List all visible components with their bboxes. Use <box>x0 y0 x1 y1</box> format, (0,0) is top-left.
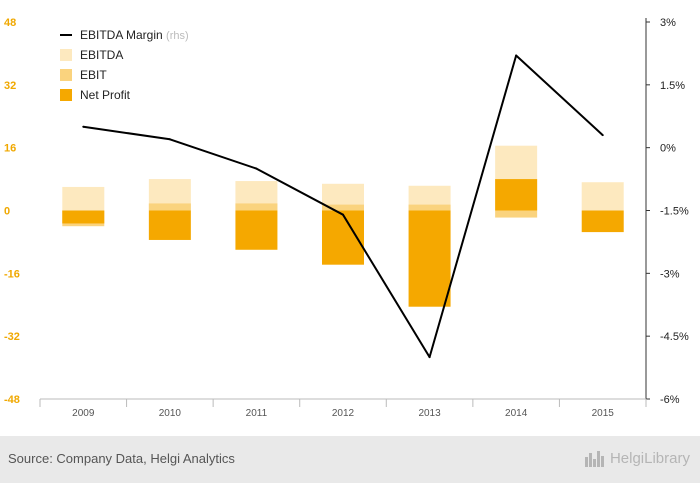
net-profit-bar <box>581 210 624 233</box>
legend: EBITDA Margin (rhs) EBITDA EBIT Net Profit <box>60 28 189 102</box>
ebitda-bar <box>581 182 624 211</box>
line-layer <box>82 54 604 359</box>
ebitda-margin-point <box>515 54 518 57</box>
ebit-bar <box>322 204 364 211</box>
x-tick-label: 2011 <box>246 408 268 419</box>
x-axis: 2009 2010 2011 2012 2013 2014 2015 <box>39 398 647 419</box>
right-tick-label: -3% <box>660 268 680 280</box>
city-skyline-icon <box>584 451 604 467</box>
left-axis: 48 32 16 0 -16 -32 -48 <box>4 17 20 406</box>
ebit-bar <box>148 203 191 211</box>
ebitda-bar <box>62 186 105 211</box>
ebitda-margin-point <box>342 213 344 216</box>
legend-label: Net Profit <box>80 88 131 102</box>
bar-layer <box>62 145 624 307</box>
right-tick-label: 1.5% <box>660 80 685 92</box>
left-tick-label: 32 <box>4 80 16 92</box>
ebitda-margin-point <box>82 125 85 128</box>
right-tick-label: 3% <box>660 17 676 29</box>
legend-swatch <box>60 49 72 61</box>
x-tick-label: 2012 <box>332 408 355 419</box>
net-profit-bar <box>148 210 191 240</box>
net-profit-bar <box>495 179 538 211</box>
brand-name: HelgiLibrary <box>609 449 690 467</box>
left-tick-label: 0 <box>4 206 10 218</box>
legend-label: EBIT <box>80 68 107 82</box>
legend-label: EBITDA <box>80 48 123 62</box>
left-tick-label: 16 <box>4 143 16 155</box>
x-tick-label: 2014 <box>505 408 528 419</box>
left-tick-label: -48 <box>4 394 20 406</box>
left-tick-label: -16 <box>4 268 20 280</box>
legend-swatch <box>60 69 72 81</box>
ebitda-margin-point <box>428 356 431 359</box>
footer: Source: Company Data, Helgi Analytics He… <box>0 436 700 483</box>
right-tick-label: -4.5% <box>660 331 689 343</box>
ebit-bar <box>408 204 451 211</box>
ebit-bar <box>235 203 278 211</box>
x-tick-label: 2009 <box>72 408 95 419</box>
left-tick-label: -32 <box>4 331 20 343</box>
x-tick-label: 2015 <box>592 408 615 419</box>
x-tick-label: 2013 <box>418 408 441 419</box>
net-profit-bar <box>235 210 278 250</box>
right-tick-label: 0% <box>660 143 676 155</box>
source-note: Source: Company Data, Helgi Analytics <box>8 451 235 466</box>
net-profit-bar <box>62 210 105 224</box>
x-tick-label: 2010 <box>159 408 182 419</box>
chart: 48 32 16 0 -16 -32 -48 3% 1.5% 0% -1.5% -3% -4.5% -6… <box>4 17 689 419</box>
left-tick-label: 48 <box>4 17 16 29</box>
ebitda-margin-point <box>601 134 604 137</box>
legend-label: EBITDA Margin (rhs) <box>80 28 189 42</box>
right-tick-label: -1.5% <box>660 206 689 218</box>
right-tick-label: -6% <box>660 394 680 406</box>
brand-logo: HelgiLibrary <box>584 449 690 467</box>
net-profit-bar <box>408 210 451 307</box>
legend-swatch <box>60 89 72 101</box>
legend-note: (rhs) <box>166 30 189 42</box>
right-axis: 3% 1.5% 0% -1.5% -3% -4.5% -6% <box>645 17 689 406</box>
ebit-bar <box>495 210 538 218</box>
ebitda-margin-point <box>168 138 171 141</box>
ebitda-margin-point <box>255 167 258 170</box>
